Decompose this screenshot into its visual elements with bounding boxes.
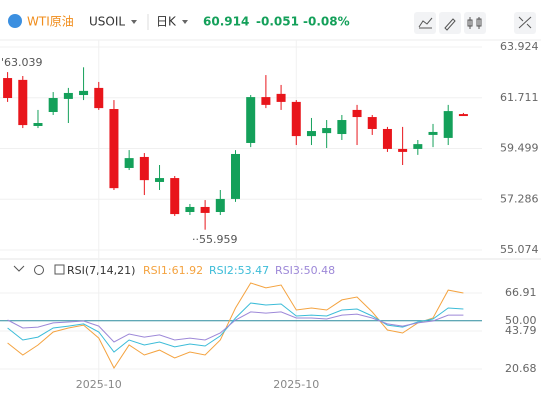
icon xyxy=(467,17,482,29)
candle-body xyxy=(382,128,392,149)
candle-body xyxy=(3,78,13,99)
candle-body xyxy=(306,131,316,137)
rsi-line xyxy=(7,311,464,343)
collapse-icon[interactable] xyxy=(13,265,25,272)
candle-body xyxy=(139,156,149,181)
low-annotation-value: 55.959 xyxy=(199,233,238,246)
candle-body xyxy=(413,144,423,149)
candle-body xyxy=(18,79,28,126)
candle-body xyxy=(109,109,119,189)
change-pct: -0.08% xyxy=(303,15,350,29)
candle-body xyxy=(94,87,104,109)
icon xyxy=(444,18,456,31)
dropdown[interactable] xyxy=(182,20,188,24)
y-tick-label: 57.286 xyxy=(500,192,539,205)
candle-body xyxy=(322,128,332,134)
candle-body xyxy=(337,120,347,135)
legend-entry: RSI3:50.48 xyxy=(275,264,335,277)
candle-body xyxy=(63,92,73,99)
candle-body xyxy=(398,148,408,152)
symbol[interactable]: WTI原油 xyxy=(27,15,74,29)
y-tick-label: 20.68 xyxy=(505,362,537,375)
candle-body xyxy=(352,109,362,118)
candle-body xyxy=(155,178,165,182)
icon xyxy=(418,17,433,29)
candle-body xyxy=(231,153,240,199)
change: -0.051 xyxy=(256,15,299,29)
period[interactable]: 日K xyxy=(156,15,177,29)
indicator-icon[interactable] xyxy=(54,264,65,275)
dropdown[interactable] xyxy=(131,20,137,24)
icon xyxy=(518,16,532,29)
candle-body xyxy=(261,97,271,105)
low-annotation: ··55.959 xyxy=(192,233,238,246)
candle-body xyxy=(185,206,195,213)
y-tick-label: 61.711 xyxy=(500,91,539,104)
price: 60.914 xyxy=(203,15,249,29)
rsi-line xyxy=(7,302,464,353)
candle-body xyxy=(215,198,225,213)
x-tick-label: 2025-10 xyxy=(76,378,122,391)
y-tick-label: 55.074 xyxy=(500,243,539,256)
candle-body xyxy=(428,131,438,135)
rsi-line xyxy=(7,282,464,369)
rsi-title: RSI(7,14,21) xyxy=(67,264,135,277)
candle-body xyxy=(458,114,468,117)
legend-entry: RSI1:61.92 xyxy=(143,264,203,277)
candle-body xyxy=(291,101,301,137)
high-annotation: '63.039 xyxy=(1,56,43,69)
y-tick-label: 43.79 xyxy=(505,324,537,337)
y-tick-label: 66.91 xyxy=(505,286,537,299)
x-tick-label: 2025-10 xyxy=(273,378,319,391)
legend-entry: RSI2:53.47 xyxy=(209,264,269,277)
settings-icon[interactable] xyxy=(34,265,44,275)
candle-body xyxy=(79,90,89,96)
candle-body xyxy=(367,117,377,129)
high-annotation-value: 63.039 xyxy=(4,56,43,69)
candle-body xyxy=(246,97,256,143)
toolbar xyxy=(414,12,536,34)
y-tick-label: 59.499 xyxy=(500,141,539,154)
candle-body xyxy=(200,206,210,213)
code[interactable]: USOIL xyxy=(89,15,125,29)
logo xyxy=(8,14,22,28)
candle-body xyxy=(33,123,43,126)
candle-body xyxy=(170,178,180,215)
y-tick-label: 63.924 xyxy=(500,40,539,53)
candle-body xyxy=(443,111,453,138)
candle-body xyxy=(276,93,286,102)
y-tick-label: 50.00 xyxy=(505,314,537,327)
candle-body xyxy=(124,158,134,168)
tool-button[interactable] xyxy=(464,12,486,34)
candle-body xyxy=(48,98,58,113)
